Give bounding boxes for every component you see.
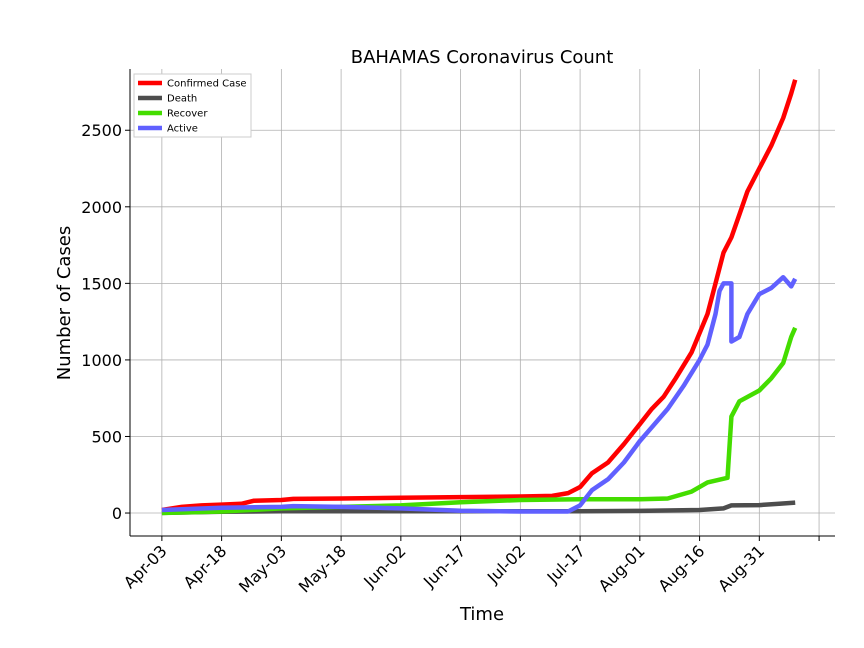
y-ticks: 0 500 1000 1500 2000 2500: [81, 121, 130, 523]
axes: [129, 69, 835, 537]
legend: Confirmed Case Death Recover Active: [133, 73, 252, 138]
x-tick-label: May-18: [295, 541, 350, 596]
legend-label: Confirmed Case: [167, 79, 247, 90]
x-ticks: Apr-03 Apr-18 May-03 May-18 Jun-02 Jun-17 Jul-…: [120, 536, 820, 597]
y-axis-label: Number of Cases: [54, 226, 75, 381]
x-tick-label: Apr-18: [180, 541, 231, 592]
x-tick-label: Apr-03: [120, 541, 171, 592]
y-tick-label: 0: [112, 504, 122, 523]
y-tick-label: 1000: [81, 351, 122, 370]
series-line-active: [161, 274, 798, 514]
x-tick-label: Aug-01: [595, 541, 649, 595]
series-line-death: [161, 500, 796, 516]
y-tick-label: 1500: [81, 274, 122, 293]
x-tick-label: Aug-31: [714, 541, 768, 595]
x-tick-label: Jun-02: [359, 541, 409, 591]
y-tick-label: 2500: [81, 121, 122, 140]
x-tick-label: Aug-16: [654, 541, 708, 595]
legend-label: Death: [167, 94, 197, 105]
series-line-confirmed-case: [161, 79, 798, 513]
y-tick-label: 2000: [81, 198, 122, 217]
x-tick-label: Jul-02: [483, 541, 529, 587]
y-tick-label: 500: [91, 427, 122, 446]
x-axis-label: Time: [459, 604, 504, 625]
chart-title: BAHAMAS Coronavirus Count: [351, 47, 614, 68]
x-tick-label: May-03: [235, 541, 290, 596]
series-lines: [161, 79, 798, 516]
legend-label: Active: [167, 124, 198, 135]
x-tick-label: Jun-17: [419, 541, 469, 591]
legend-label: Recover: [167, 109, 208, 120]
x-tick-label: Jul-17: [543, 541, 589, 587]
